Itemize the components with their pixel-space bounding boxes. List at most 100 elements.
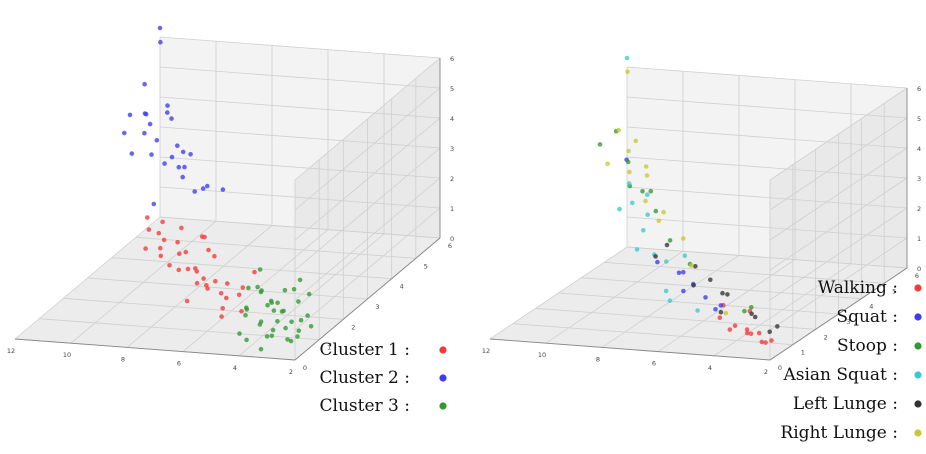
data-point	[142, 111, 148, 116]
legend-marker	[914, 284, 922, 292]
z-tick-label: 0	[917, 265, 921, 273]
data-point	[626, 148, 631, 154]
data-point	[142, 130, 147, 136]
data-point	[179, 225, 184, 231]
data-point	[656, 218, 662, 224]
data-point	[308, 324, 314, 329]
data-point	[718, 309, 724, 315]
data-point	[298, 317, 304, 323]
data-point	[169, 154, 175, 160]
grid-line	[63, 297, 344, 320]
x-tick-label: 4	[708, 364, 712, 372]
data-point	[177, 251, 182, 256]
data-point	[643, 198, 648, 204]
data-point	[161, 237, 167, 243]
data-point	[653, 208, 659, 214]
y-tick-label: 1	[327, 344, 331, 352]
grid-line	[294, 87, 441, 211]
z-tick-label: 5	[917, 115, 921, 123]
data-point	[237, 331, 242, 336]
data-point	[265, 302, 270, 308]
data-point	[257, 267, 263, 272]
data-point	[717, 315, 723, 321]
data-point	[176, 267, 182, 273]
data-point	[681, 236, 686, 241]
data-point	[653, 254, 658, 259]
data-point	[745, 330, 750, 336]
data-point	[158, 245, 163, 251]
data-point	[206, 247, 211, 253]
x-tick-label: 12	[482, 347, 490, 355]
data-point	[154, 138, 160, 143]
data-point	[708, 277, 713, 283]
y-axis-line	[769, 267, 908, 361]
data-point	[703, 295, 708, 300]
data-point	[122, 130, 127, 136]
data-point	[752, 314, 758, 320]
data-point	[239, 309, 244, 314]
y-tick-label: 3	[375, 303, 379, 311]
data-point	[775, 324, 780, 329]
data-point	[661, 209, 666, 215]
data-point	[162, 161, 167, 166]
data-point	[240, 285, 246, 290]
data-point	[145, 215, 150, 220]
data-point	[691, 283, 696, 288]
data-point	[749, 311, 754, 317]
grid-line	[159, 96, 441, 119]
data-point	[289, 319, 294, 325]
data-point	[194, 280, 200, 286]
data-point	[188, 152, 193, 157]
data-point	[175, 143, 180, 148]
z-tick-label: 4	[450, 115, 454, 123]
data-point	[744, 327, 750, 332]
z-tick-label: 3	[917, 175, 921, 183]
data-point	[258, 319, 264, 325]
y-tick-label: 0	[303, 364, 307, 372]
data-point	[185, 266, 191, 272]
data-point	[624, 55, 630, 61]
data-point	[127, 112, 133, 118]
data-point	[645, 212, 650, 217]
data-point	[713, 307, 718, 312]
data-point	[285, 337, 290, 342]
grid-line	[626, 96, 908, 119]
data-point	[693, 264, 698, 269]
data-point	[742, 308, 747, 314]
data-point	[149, 152, 154, 157]
grid-line	[769, 147, 908, 241]
grid-line	[294, 117, 441, 241]
data-point	[143, 246, 148, 251]
legend-label: Asian Squat :	[782, 365, 898, 385]
grid-line	[626, 126, 908, 149]
x-tick-label: 12	[7, 347, 15, 355]
y-tick-label: 6	[915, 272, 919, 280]
data-point	[182, 164, 187, 170]
data-point	[219, 314, 224, 319]
data-point	[167, 263, 172, 268]
grid-line	[512, 323, 793, 346]
grid-line	[626, 156, 908, 179]
data-point	[269, 300, 275, 305]
data-point	[306, 291, 312, 297]
legend-marker	[439, 402, 447, 410]
y-tick-label: 4	[400, 283, 404, 291]
data-point	[296, 328, 302, 334]
z-tick-label: 1	[917, 235, 921, 243]
data-point	[617, 206, 622, 212]
x-tick-label: 10	[63, 351, 71, 359]
data-point	[157, 25, 163, 31]
data-point	[727, 327, 733, 332]
data-point	[643, 164, 649, 169]
data-point	[627, 169, 632, 175]
data-point	[767, 329, 772, 335]
legend-label: Cluster 3 :	[320, 396, 411, 416]
y-tick-label: 6	[448, 242, 452, 250]
data-point	[213, 278, 218, 284]
legend-marker	[914, 342, 922, 350]
x-axis-line	[489, 338, 771, 361]
legend-label: Stoop :	[837, 336, 898, 356]
data-point	[295, 334, 300, 339]
data-point	[275, 319, 280, 324]
